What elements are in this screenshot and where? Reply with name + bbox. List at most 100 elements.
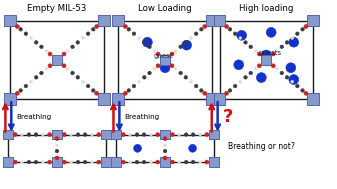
Circle shape — [30, 80, 32, 83]
Circle shape — [228, 28, 232, 31]
Circle shape — [71, 71, 74, 75]
Polygon shape — [98, 15, 110, 26]
Polygon shape — [214, 15, 225, 26]
Circle shape — [92, 28, 95, 31]
Circle shape — [179, 45, 182, 49]
Circle shape — [205, 133, 209, 136]
Circle shape — [132, 32, 136, 36]
Polygon shape — [3, 130, 13, 139]
Bar — [220, 21, 313, 99]
Circle shape — [184, 41, 188, 44]
Circle shape — [123, 25, 127, 29]
Circle shape — [280, 71, 283, 75]
Circle shape — [301, 89, 304, 92]
Circle shape — [55, 156, 59, 160]
Circle shape — [285, 76, 289, 79]
Circle shape — [291, 37, 294, 40]
Circle shape — [191, 133, 195, 136]
Circle shape — [143, 37, 152, 47]
Polygon shape — [209, 157, 219, 167]
Circle shape — [91, 161, 93, 163]
Circle shape — [156, 52, 160, 56]
Circle shape — [256, 73, 266, 82]
Polygon shape — [3, 157, 13, 167]
Circle shape — [190, 80, 192, 83]
Circle shape — [189, 144, 196, 152]
Polygon shape — [206, 93, 218, 105]
Circle shape — [296, 32, 299, 36]
Circle shape — [249, 71, 252, 75]
Polygon shape — [52, 157, 62, 167]
Circle shape — [76, 41, 80, 44]
Circle shape — [199, 133, 202, 136]
Circle shape — [160, 63, 170, 73]
Circle shape — [55, 149, 59, 153]
Text: Low Loading: Low Loading — [138, 4, 192, 13]
Circle shape — [34, 41, 38, 44]
Circle shape — [45, 67, 48, 70]
Circle shape — [234, 60, 244, 70]
Circle shape — [237, 30, 247, 40]
Circle shape — [92, 89, 95, 92]
Circle shape — [280, 45, 283, 49]
Circle shape — [170, 52, 174, 56]
Text: Breathing: Breathing — [16, 114, 52, 120]
Circle shape — [62, 52, 66, 56]
Circle shape — [179, 71, 182, 75]
Bar — [118, 21, 212, 99]
Circle shape — [19, 89, 23, 92]
Circle shape — [150, 161, 152, 163]
Bar — [116, 135, 214, 162]
Text: Breathing or not?: Breathing or not? — [228, 142, 295, 151]
Polygon shape — [113, 15, 124, 26]
Circle shape — [203, 25, 207, 29]
Text: guest: guest — [153, 53, 173, 59]
Circle shape — [83, 133, 87, 136]
Circle shape — [170, 64, 174, 68]
Circle shape — [62, 64, 66, 68]
Circle shape — [271, 52, 275, 56]
Circle shape — [171, 133, 174, 136]
Circle shape — [304, 91, 308, 95]
Circle shape — [66, 67, 69, 70]
Polygon shape — [160, 55, 170, 65]
Circle shape — [194, 32, 198, 36]
Bar — [8, 135, 106, 162]
Circle shape — [244, 76, 247, 79]
Circle shape — [127, 28, 130, 31]
Circle shape — [262, 50, 271, 60]
Circle shape — [304, 25, 308, 29]
Circle shape — [97, 160, 101, 164]
Circle shape — [239, 80, 242, 83]
Text: Breathing: Breathing — [124, 114, 159, 120]
Polygon shape — [52, 130, 62, 139]
Circle shape — [174, 50, 177, 53]
Circle shape — [34, 160, 38, 164]
Circle shape — [48, 160, 52, 164]
Polygon shape — [160, 130, 170, 139]
Circle shape — [190, 37, 192, 40]
Polygon shape — [111, 157, 121, 167]
Circle shape — [286, 63, 296, 73]
Circle shape — [86, 32, 90, 36]
Circle shape — [82, 37, 84, 40]
Circle shape — [266, 27, 276, 37]
Text: Empty MIL-53: Empty MIL-53 — [27, 4, 87, 13]
Circle shape — [254, 50, 257, 53]
Circle shape — [150, 133, 152, 136]
Circle shape — [13, 160, 17, 164]
Circle shape — [163, 149, 167, 153]
Circle shape — [83, 160, 87, 164]
Circle shape — [21, 133, 23, 136]
Circle shape — [200, 89, 203, 92]
Circle shape — [121, 160, 125, 164]
Circle shape — [121, 133, 125, 136]
Polygon shape — [307, 93, 319, 105]
Circle shape — [148, 45, 151, 49]
Circle shape — [148, 71, 151, 75]
Circle shape — [41, 161, 44, 163]
Circle shape — [135, 160, 139, 164]
Circle shape — [21, 161, 23, 163]
Circle shape — [153, 67, 156, 70]
Circle shape — [234, 32, 237, 36]
